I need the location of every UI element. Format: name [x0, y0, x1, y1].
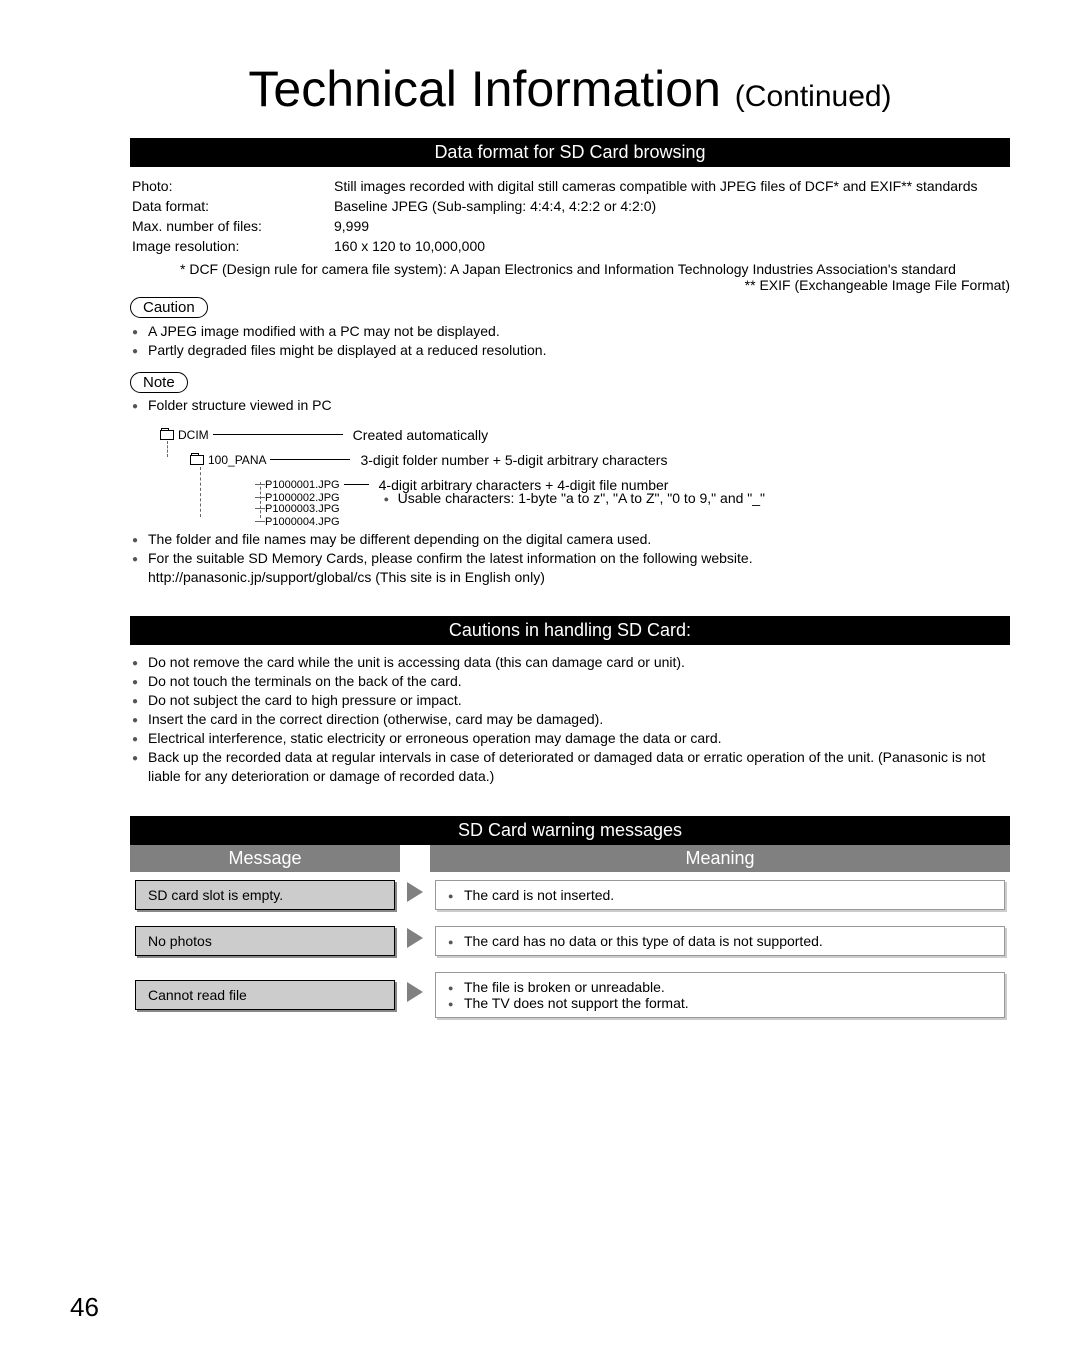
list-item: Do not subject the card to high pressure…	[130, 691, 1010, 710]
page-title: Technical Information (Continued)	[130, 60, 1010, 118]
footnote-exif: ** EXIF (Exchangeable Image File Format)	[130, 277, 1010, 293]
list-item: Do not remove the card while the unit is…	[130, 653, 1010, 672]
table-row: No photos The card has no data or this t…	[130, 918, 1010, 964]
section3-header: SD Card warning messages	[130, 816, 1010, 845]
message-box: SD card slot is empty.	[135, 880, 395, 910]
page-number: 46	[70, 1292, 99, 1323]
section2-header: Cautions in handling SD Card:	[130, 616, 1010, 645]
table-row: Image resolution:160 x 120 to 10,000,000	[132, 237, 1008, 255]
folder-tree-diagram: DCIM Created automatically 100_PANA 3-di…	[160, 427, 1010, 522]
arrow-icon	[407, 882, 423, 902]
arrow-icon	[407, 928, 423, 948]
dcim-desc: Created automatically	[353, 427, 488, 443]
post-notes-list: The folder and file names may be differe…	[130, 530, 1010, 587]
title-main: Technical Information	[248, 61, 720, 117]
folder-desc: 3-digit folder number + 5-digit arbitrar…	[360, 452, 667, 468]
table-row: Photo:Still images recorded with digital…	[132, 177, 1008, 195]
warning-messages-table: SD Card warning messages Message Meaning…	[130, 816, 1010, 1026]
list-item: The folder and file names may be differe…	[130, 530, 1010, 549]
tree-file3: P1000003.JPG	[265, 503, 340, 515]
list-item: Insert the card in the correct direction…	[130, 710, 1010, 729]
col-message: Message	[130, 845, 400, 872]
list-item: For the suitable SD Memory Cards, please…	[130, 549, 1010, 587]
table-header-row: SD Card warning messages	[130, 816, 1010, 845]
specs-table: Photo:Still images recorded with digital…	[130, 175, 1010, 257]
list-item: Back up the recorded data at regular int…	[130, 748, 1010, 786]
meaning-box: The card has no data or this type of dat…	[435, 926, 1005, 956]
caution-list: A JPEG image modified with a PC may not …	[130, 322, 1010, 360]
list-item: A JPEG image modified with a PC may not …	[130, 322, 1010, 341]
list-item: Electrical interference, static electric…	[130, 729, 1010, 748]
section1-header: Data format for SD Card browsing	[130, 138, 1010, 167]
folder-icon	[190, 455, 204, 465]
list-item: Partly degraded files might be displayed…	[130, 341, 1010, 360]
message-box: No photos	[135, 926, 395, 956]
table-row: Max. number of files:9,999	[132, 217, 1008, 235]
table-row: SD card slot is empty. The card is not i…	[130, 872, 1010, 918]
handling-cautions-list: Do not remove the card while the unit is…	[130, 653, 1010, 785]
file-desc2: ●Usable characters: 1-byte "a to z", "A …	[384, 490, 765, 506]
message-box: Cannot read file	[135, 980, 395, 1010]
arrow-icon	[407, 982, 423, 1002]
table-row: Cannot read file The file is broken or u…	[130, 964, 1010, 1026]
footnote-dcf: * DCF (Design rule for camera file syste…	[130, 261, 1010, 277]
folder-icon	[160, 430, 174, 440]
note-label: Note	[130, 372, 188, 393]
table-row: Data format:Baseline JPEG (Sub-sampling:…	[132, 197, 1008, 215]
table-subheader-row: Message Meaning	[130, 845, 1010, 872]
list-item: Do not touch the terminals on the back o…	[130, 672, 1010, 691]
tree-dcim: DCIM	[178, 428, 209, 442]
title-sub: (Continued)	[735, 80, 892, 113]
meaning-box: The card is not inserted.	[435, 880, 1005, 910]
meaning-box: The file is broken or unreadable.The TV …	[435, 972, 1005, 1018]
caution-label: Caution	[130, 297, 208, 318]
note-intro: Folder structure viewed in PC	[130, 397, 1010, 413]
col-meaning: Meaning	[430, 845, 1010, 872]
tree-folder: 100_PANA	[208, 453, 266, 467]
tree-file4: P1000004.JPG	[265, 516, 340, 528]
